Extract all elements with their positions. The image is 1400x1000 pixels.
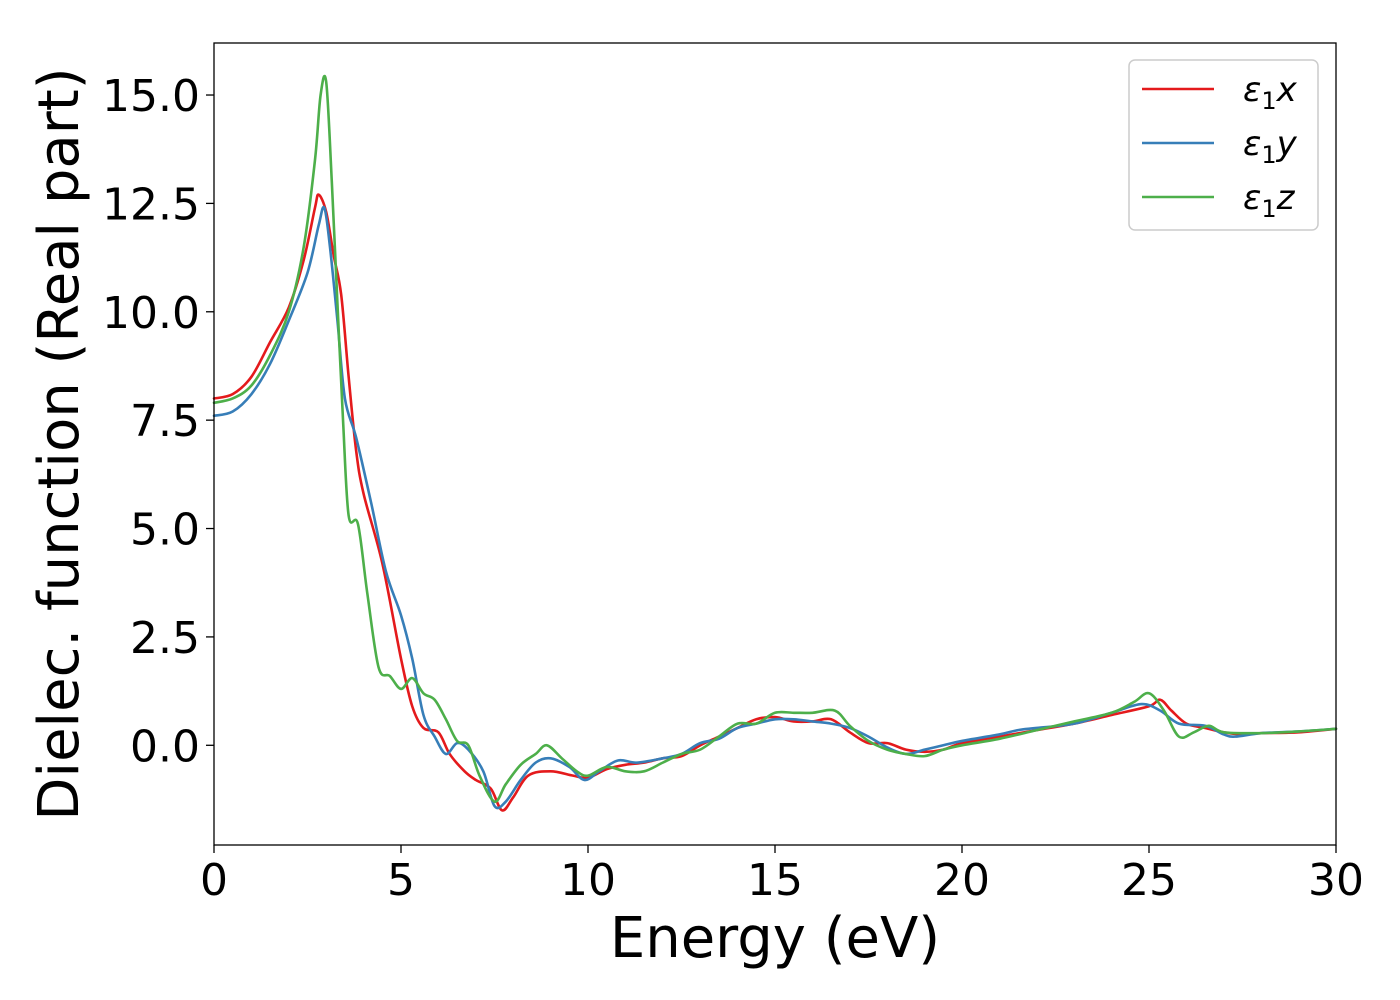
y-axis-title: Dielec. function (Real part) [27, 67, 92, 820]
y-tick-label: 0.0 [130, 721, 200, 772]
y-tick-label: 15.0 [102, 71, 200, 122]
y-tick-label: 7.5 [130, 396, 200, 447]
legend-label-x: ε1x [1243, 70, 1298, 115]
x-tick-label: 5 [387, 855, 415, 906]
x-tick-label: 15 [747, 855, 803, 906]
y-tick-label: 10.0 [102, 288, 200, 339]
y-tick-label: 12.5 [102, 179, 200, 230]
y-tick-label: 5.0 [130, 505, 200, 556]
x-axis: 0 5 10 15 20 25 30 [200, 845, 1364, 906]
x-tick-label: 30 [1308, 855, 1364, 906]
x-tick-label: 10 [560, 855, 616, 906]
x-tick-label: 20 [934, 855, 990, 906]
series-line-z [212, 74, 1338, 803]
y-axis: 0.0 2.5 5.0 7.5 10.0 12.5 15.0 [102, 71, 214, 772]
legend-box [1128, 59, 1319, 231]
y-tick-label: 2.5 [130, 613, 200, 664]
legend-label-z: ε1z [1243, 178, 1296, 223]
legend: ε1x ε1y ε1z [1128, 59, 1319, 231]
legend-label-y: ε1y [1243, 124, 1298, 169]
x-tick-label: 25 [1121, 855, 1177, 906]
x-tick-label: 0 [200, 855, 228, 906]
series-layer [212, 74, 1338, 812]
x-axis-title: Energy (eV) [610, 906, 940, 971]
